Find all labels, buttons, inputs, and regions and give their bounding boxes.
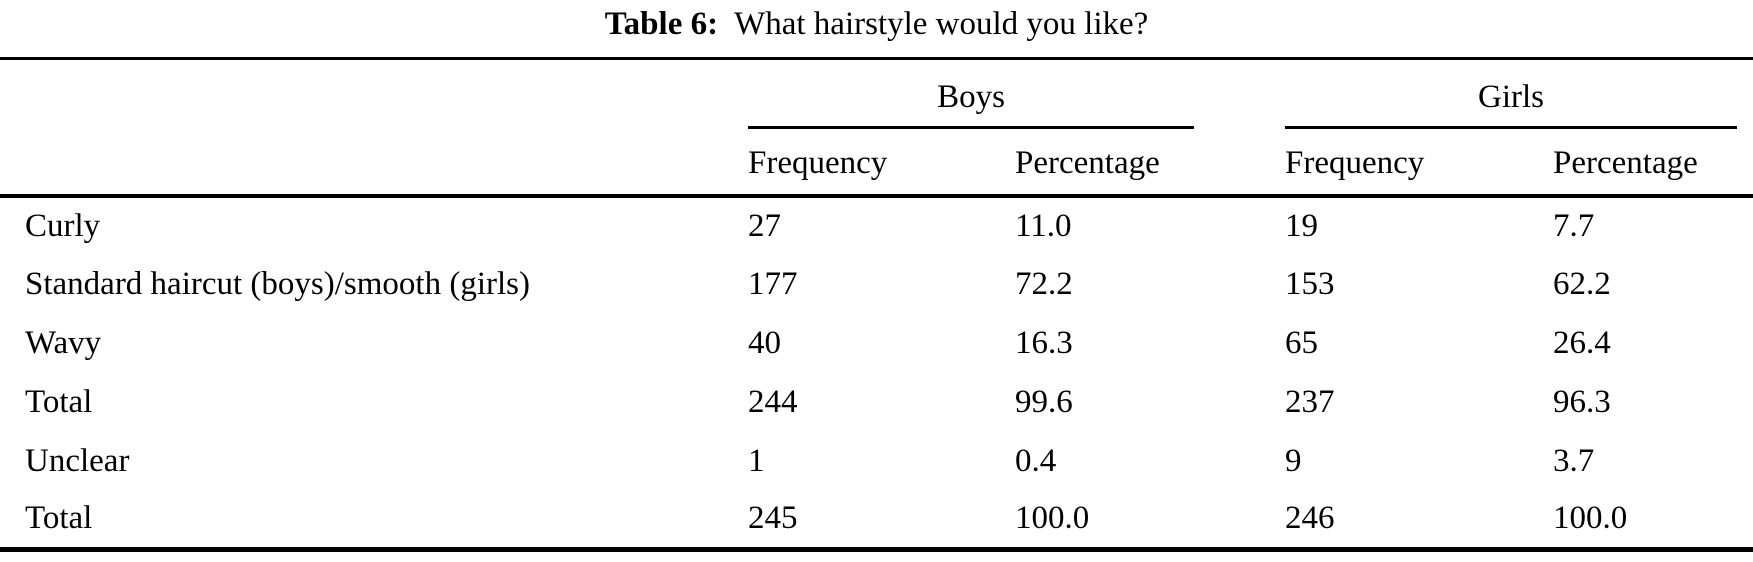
row-label-curly: Curly xyxy=(25,207,101,244)
cell-girls-frequency: 237 xyxy=(1285,383,1335,420)
group-header-cell-girls: Girls xyxy=(1285,59,1753,129)
row-label-wavy: Wavy xyxy=(25,324,102,361)
cell-girls-percentage: 100.0 xyxy=(1553,500,1628,537)
cell-girls-percentage: 26.4 xyxy=(1553,324,1611,361)
cell-girls-frequency: 153 xyxy=(1285,265,1335,302)
cell-girls-percentage: 7.7 xyxy=(1553,207,1595,244)
group-header-spacer xyxy=(0,59,748,129)
column-header-row: Frequency Percentage Frequency Percentag… xyxy=(0,129,1753,196)
table-row: Total 245 100.0 246 100.0 xyxy=(0,491,1753,550)
group-header-row: Boys Girls xyxy=(0,59,1753,129)
group-header-girls: Girls xyxy=(1285,79,1737,129)
column-header-girls-percentage: Percentage xyxy=(1553,144,1698,181)
column-header-boys-frequency: Frequency xyxy=(748,144,888,181)
group-header-boys: Boys xyxy=(748,79,1194,129)
cell-boys-percentage: 72.2 xyxy=(1015,265,1073,302)
row-label-standard: Standard haircut (boys)/smooth (girls) xyxy=(25,265,530,302)
cell-girls-frequency: 19 xyxy=(1285,207,1318,244)
table-row: Wavy 40 16.3 65 26.4 xyxy=(0,314,1753,373)
cell-boys-frequency: 177 xyxy=(748,265,798,302)
cell-boys-frequency: 40 xyxy=(748,324,781,361)
table-caption-label: Table 6: xyxy=(604,6,719,42)
cell-boys-percentage: 16.3 xyxy=(1015,324,1073,361)
cell-girls-percentage: 96.3 xyxy=(1553,383,1611,420)
cell-boys-frequency: 244 xyxy=(748,383,798,420)
row-label-unclear: Unclear xyxy=(25,442,130,479)
table-caption: Table 6: What hairstyle would you like? xyxy=(0,0,1753,57)
column-header-boys-percentage: Percentage xyxy=(1015,144,1160,181)
cell-boys-percentage: 100.0 xyxy=(1015,500,1090,537)
cell-boys-frequency: 27 xyxy=(748,207,781,244)
data-table: Boys Girls Frequency Percentage Frequenc… xyxy=(0,57,1753,552)
cell-girls-frequency: 246 xyxy=(1285,500,1335,537)
cell-boys-frequency: 245 xyxy=(748,500,798,537)
group-header-cell-boys: Boys xyxy=(748,59,1285,129)
cell-boys-frequency: 1 xyxy=(748,442,765,479)
table-caption-text: What hairstyle would you like? xyxy=(734,6,1149,42)
cell-boys-percentage: 0.4 xyxy=(1015,442,1057,479)
table-row: Unclear 1 0.4 9 3.7 xyxy=(0,432,1753,491)
column-header-spacer xyxy=(0,129,748,196)
table-row: Curly 27 11.0 19 7.7 xyxy=(0,196,1753,255)
column-header-girls-frequency: Frequency xyxy=(1285,144,1425,181)
cell-girls-frequency: 9 xyxy=(1285,442,1302,479)
cell-girls-frequency: 65 xyxy=(1285,324,1318,361)
row-label-total-grand: Total xyxy=(25,500,93,537)
row-label-total: Total xyxy=(25,383,93,420)
table-row: Total 244 99.6 237 96.3 xyxy=(0,373,1753,432)
table-row: Standard haircut (boys)/smooth (girls) 1… xyxy=(0,255,1753,314)
cell-boys-percentage: 99.6 xyxy=(1015,383,1073,420)
cell-girls-percentage: 62.2 xyxy=(1553,265,1611,302)
cell-boys-percentage: 11.0 xyxy=(1015,207,1072,244)
cell-girls-percentage: 3.7 xyxy=(1553,442,1595,479)
